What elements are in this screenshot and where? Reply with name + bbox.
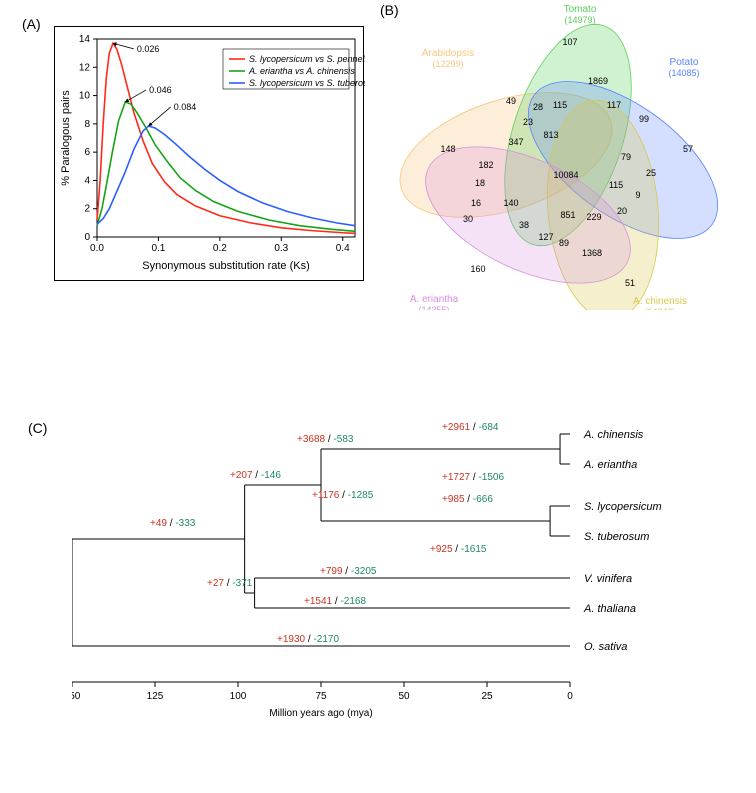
svg-text:0.0: 0.0 (90, 243, 104, 254)
branch-gain-loss: +1727 / -1506 (442, 472, 504, 483)
venn-region: 23 (523, 117, 533, 127)
taxon-label: O. sativa (584, 641, 627, 653)
venn-region: 16 (471, 198, 481, 208)
venn-region: 18 (475, 178, 485, 188)
taxon-label: A. chinensis (583, 429, 644, 441)
branch-gain-loss: +1176 / -1285 (312, 490, 374, 501)
venn-region: 1869 (588, 76, 608, 86)
branch-gain-loss: +207 / -146 (230, 470, 281, 481)
branch-gain-loss: +49 / -333 (150, 518, 196, 529)
svg-text:10: 10 (79, 91, 91, 102)
legend-item-0: S. lycopersicum vs S. pennellii (249, 54, 365, 64)
annotation: 0.084 (174, 102, 197, 112)
venn-region: 813 (543, 130, 558, 140)
taxon-label: S. lycopersicum (584, 501, 662, 513)
svg-text:0.1: 0.1 (151, 243, 165, 254)
branch-gain-loss: +27 / -371 (207, 578, 253, 589)
venn-region: 51 (625, 278, 635, 288)
svg-text:50: 50 (398, 691, 410, 702)
venn-category-label: A. chinensis (633, 296, 687, 307)
svg-text:6: 6 (84, 147, 90, 158)
venn-region: 9 (635, 190, 640, 200)
branch-gain-loss: +799 / -3205 (320, 566, 377, 577)
venn-region: 182 (478, 160, 493, 170)
venn-region: 851 (560, 210, 575, 220)
legend-item-2: S. lycopersicum vs S. tuberosum (249, 78, 365, 88)
branch-gain-loss: +3688 / -583 (297, 434, 354, 445)
venn-region: 140 (503, 198, 518, 208)
venn-region: 115 (609, 180, 623, 190)
venn-region: 160 (470, 264, 485, 274)
branch-gain-loss: +985 / -666 (442, 494, 493, 505)
taxon-label: A. thaliana (583, 603, 636, 615)
panel-a-frame: 0.0 0.1 0.2 0.3 0.4 0 2 4 6 8 10 12 14 Synonymous sub… (54, 26, 364, 281)
venn-category-count: (14085) (668, 68, 699, 78)
venn-category-count: (14355) (418, 305, 449, 310)
branch-gain-loss: +1541 / -2168 (304, 596, 366, 607)
svg-text:150: 150 (72, 691, 81, 702)
taxon-label: S. tuberosum (584, 531, 649, 543)
venn-region: 148 (440, 144, 455, 154)
svg-text:12: 12 (79, 62, 91, 73)
series-2 (97, 126, 355, 226)
venn-category-count: (14979) (564, 15, 595, 25)
venn-region: 28 (533, 102, 543, 112)
panel-a-svg: 0.0 0.1 0.2 0.3 0.4 0 2 4 6 8 10 12 14 Synonymous sub… (55, 27, 365, 282)
venn-region: 89 (559, 238, 569, 248)
svg-text:0.2: 0.2 (213, 243, 227, 254)
venn-region: 229 (586, 212, 601, 222)
svg-text:125: 125 (147, 691, 164, 702)
taxon-label: V. vinifera (584, 573, 632, 585)
venn-region: 107 (562, 37, 577, 47)
panel-c-label: (C) (28, 420, 47, 436)
time-axis-label: Million years ago (mya) (269, 708, 372, 719)
panel-b-venn: 10084 148 107 57 51 160 49 2823 115 1869 117 99 347 8… (388, 0, 748, 310)
venn-category-count: (14246) (644, 307, 675, 310)
panel-a-label: (A) (22, 16, 41, 32)
svg-text:0: 0 (567, 691, 573, 702)
panel-c-tree: A. chinensis A. eriantha S. lycopersicum S.… (72, 420, 702, 760)
svg-text:2: 2 (84, 204, 90, 215)
venn-category-label: Arabidopsis (422, 48, 474, 59)
venn-category-count: (12299) (432, 59, 463, 69)
venn-region: 57 (683, 144, 693, 154)
venn-region: 99 (639, 114, 649, 124)
svg-text:0: 0 (84, 232, 90, 243)
venn-region: 1368 (582, 248, 602, 258)
svg-text:8: 8 (84, 119, 90, 130)
venn-region: 49 (506, 96, 516, 106)
branch-gain-loss: +1930 / -2170 (277, 634, 339, 645)
svg-text:0.4: 0.4 (336, 243, 350, 254)
venn-region: 127 (538, 232, 553, 242)
venn-region: 347 (508, 137, 523, 147)
venn-category-label: A. eriantha (410, 294, 459, 305)
annotation: 0.026 (137, 44, 160, 54)
svg-text:14: 14 (79, 34, 91, 45)
series-1 (97, 102, 355, 231)
venn-region: 117 (607, 100, 621, 110)
svg-text:75: 75 (315, 691, 327, 702)
branch-gain-loss: +2961 / -684 (442, 422, 499, 433)
venn-region: 20 (617, 206, 627, 216)
venn-region: 25 (646, 168, 656, 178)
svg-text:25: 25 (481, 691, 493, 702)
svg-text:100: 100 (230, 691, 247, 702)
svg-text:4: 4 (84, 175, 90, 186)
venn-region: 30 (463, 214, 473, 224)
venn-category-label: Tomato (564, 4, 597, 15)
y-axis-label: % Paralogous pairs (60, 90, 72, 186)
venn-category-label: Potato (670, 57, 699, 68)
venn-region: 10084 (553, 170, 578, 180)
venn-region: 79 (621, 152, 631, 162)
svg-text:0.3: 0.3 (274, 243, 288, 254)
legend-item-1: A. eriantha vs A. chinensis (248, 66, 355, 76)
taxon-label: A. eriantha (583, 459, 637, 471)
branch-gain-loss: +925 / -1615 (430, 544, 487, 555)
annotation: 0.046 (149, 85, 172, 95)
venn-region: 115 (553, 100, 567, 110)
venn-region: 38 (519, 220, 529, 230)
x-axis-label: Synonymous substitution rate (Ks) (142, 260, 310, 272)
